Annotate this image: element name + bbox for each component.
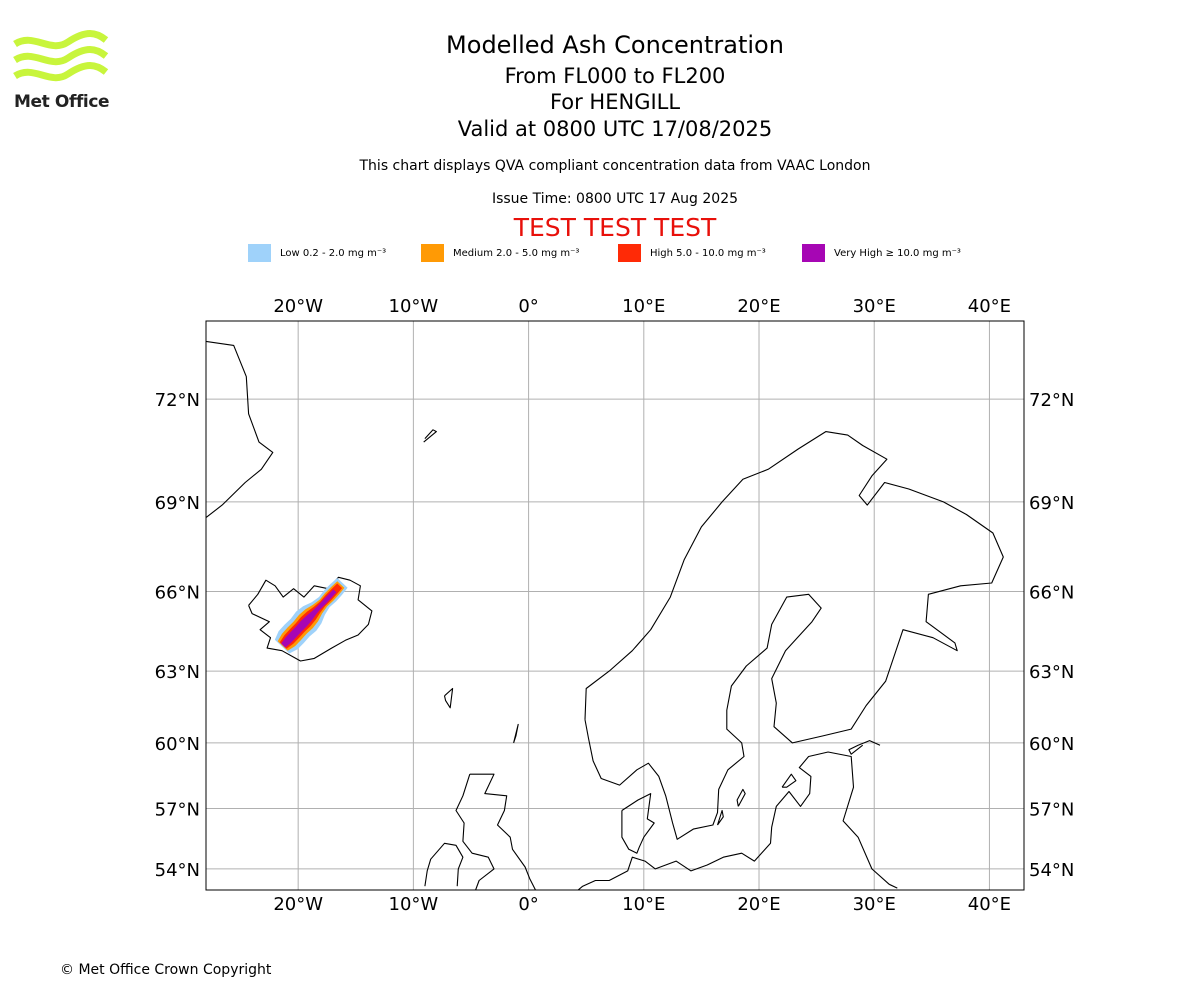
lat-tick-label: 72°N [1029, 390, 1074, 411]
coastline-faroe [443, 687, 454, 709]
legend-item-medium: Medium 2.0 - 5.0 mg m⁻³ [421, 244, 579, 262]
coastline-great-britain [455, 773, 537, 890]
lon-tick-label: 10°W [389, 296, 439, 317]
lat-tick-label: 69°N [155, 493, 200, 514]
axis-labels: 20°W 20°W 10°W 10°W 0° 0° 10°E 10°E 20°E 20°E 30°E… [155, 296, 1075, 915]
lon-tick-label: 30°E [853, 296, 896, 317]
logo-wave-2 [13, 46, 109, 66]
lat-tick-label: 69°N [1029, 493, 1074, 514]
lon-tick-label: 10°W [389, 894, 439, 915]
logo-wave-1 [13, 30, 109, 50]
met-office-wave-logo [13, 30, 109, 82]
legend-swatch-very-high [802, 244, 825, 262]
coastline-ireland [424, 842, 464, 887]
lat-tick-label: 60°N [155, 734, 200, 755]
coastline-russia-west [848, 740, 881, 755]
lon-tick-label: 20°E [737, 296, 780, 317]
lat-tick-label: 66°N [1029, 582, 1074, 603]
coastline-continent-south [577, 751, 898, 890]
legend-swatch-medium [421, 244, 444, 262]
lon-tick-label: 0° [518, 894, 538, 915]
coastline-norway-sweden [584, 431, 1004, 840]
flight-level-range: From FL000 to FL200 [504, 64, 726, 88]
lat-tick-label: 54°N [1029, 860, 1074, 881]
qva-note: This chart displays QVA compliant concen… [359, 158, 871, 174]
graticule [206, 321, 1024, 890]
lon-tick-label: 20°W [273, 894, 323, 915]
coastlines [206, 340, 1004, 890]
coastline-gotland [736, 788, 746, 807]
concentration-legend: Low 0.2 - 2.0 mg m⁻³ Medium 2.0 - 5.0 mg… [0, 244, 1200, 264]
ash-plume [274, 578, 348, 654]
coastline-iceland [248, 576, 373, 662]
legend-label-low: Low 0.2 - 2.0 mg m⁻³ [280, 247, 387, 259]
legend-item-low: Low 0.2 - 2.0 mg m⁻³ [248, 244, 386, 262]
lon-tick-label: 30°E [853, 894, 896, 915]
chart-title: Modelled Ash Concentration [446, 31, 784, 59]
lat-tick-label: 57°N [1029, 799, 1074, 820]
map-frame [205, 320, 1025, 891]
coastline-greenland-east [206, 340, 274, 519]
valid-time: Valid at 0800 UTC 17/08/2025 [457, 117, 773, 141]
lat-tick-label: 60°N [1029, 734, 1074, 755]
legend-swatch-low [248, 244, 271, 262]
issue-time: Issue Time: 0800 UTC 17 Aug 2025 [491, 191, 739, 207]
lat-tick-label: 66°N [155, 582, 200, 603]
copyright: © Met Office Crown Copyright [60, 962, 272, 978]
lon-tick-label: 40°E [968, 296, 1011, 317]
legend-item-very-high: Very High ≥ 10.0 mg m⁻³ [802, 244, 961, 262]
lon-tick-label: 20°W [273, 296, 323, 317]
lat-tick-label: 63°N [155, 662, 200, 683]
legend-swatch-high [618, 244, 641, 262]
coastline-saaremaa [781, 773, 797, 788]
ash-band-very-high [281, 589, 337, 648]
lat-tick-label: 63°N [1029, 662, 1074, 683]
coastline-shetland [513, 723, 519, 744]
legend-label-high: High 5.0 - 10.0 mg m⁻³ [650, 247, 766, 259]
lat-tick-label: 57°N [155, 799, 200, 820]
lon-tick-label: 0° [518, 296, 538, 317]
lon-tick-label: 10°E [622, 296, 665, 317]
legend-label-very-high: Very High ≥ 10.0 mg m⁻³ [834, 247, 961, 259]
test-banner: TEST TEST TEST [513, 213, 717, 242]
coastline-jan-mayen [423, 429, 437, 443]
legend-item-high: High 5.0 - 10.0 mg m⁻³ [618, 244, 766, 262]
coastline-denmark [621, 793, 655, 854]
lon-tick-label: 20°E [737, 894, 780, 915]
lon-tick-label: 40°E [968, 894, 1011, 915]
legend-label-medium: Medium 2.0 - 5.0 mg m⁻³ [453, 247, 580, 259]
coastline-oland [716, 809, 724, 826]
lat-tick-label: 54°N [155, 860, 200, 881]
lon-tick-label: 10°E [622, 894, 665, 915]
volcano-name: For HENGILL [549, 90, 681, 114]
lat-tick-label: 72°N [155, 390, 200, 411]
logo-wave-3 [13, 62, 109, 82]
met-office-logo-text: Met Office [14, 92, 110, 112]
